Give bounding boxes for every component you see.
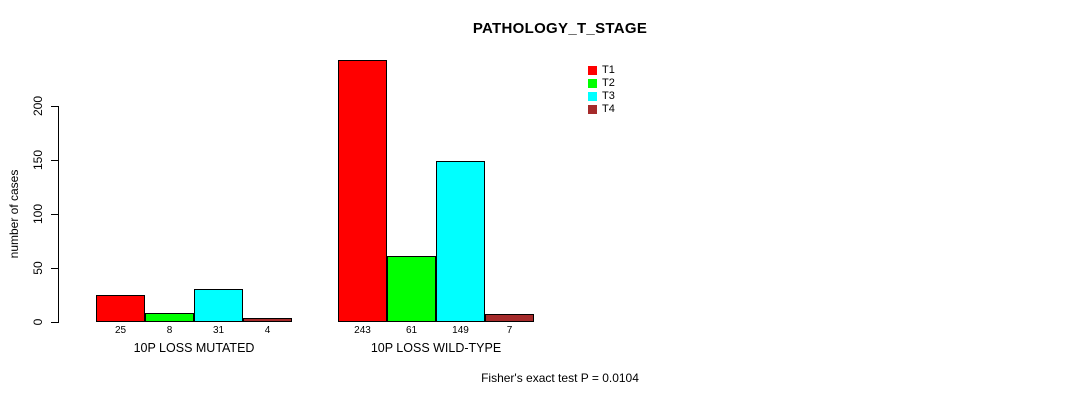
bar-value-label: 7 <box>506 325 513 336</box>
y-axis-tick <box>51 322 58 323</box>
legend-item: T1 <box>588 64 615 77</box>
bar <box>145 313 194 322</box>
bar-value-label: 149 <box>452 325 469 336</box>
legend-item: T4 <box>588 103 615 116</box>
bar-value-label: 243 <box>354 325 371 336</box>
bar <box>436 161 485 322</box>
bar <box>387 256 436 322</box>
y-axis-line <box>58 106 59 323</box>
y-axis-tick <box>51 106 58 107</box>
y-tick-label: 150 <box>31 149 45 171</box>
stat-annotation: Fisher's exact test P = 0.0104 <box>481 371 639 385</box>
y-axis-tick <box>51 268 58 269</box>
legend-label: T1 <box>602 64 615 76</box>
legend: T1 T2 T3 T4 <box>588 64 615 116</box>
legend-swatch <box>588 105 597 114</box>
legend-swatch <box>588 92 597 101</box>
y-axis-tick <box>51 160 58 161</box>
bar-value-label: 25 <box>114 325 127 336</box>
bar <box>338 59 387 322</box>
bar <box>194 288 243 322</box>
y-tick-label: 0 <box>31 318 45 326</box>
y-axis-label: number of cases <box>7 169 21 259</box>
bar <box>485 314 534 322</box>
chart-title: PATHOLOGY_T_STAGE <box>472 20 648 37</box>
y-tick-label: 100 <box>31 203 45 225</box>
bar-value-label: 8 <box>166 325 173 336</box>
y-tick-label: 50 <box>31 261 45 275</box>
y-axis-tick <box>51 214 58 215</box>
bar-value-label: 4 <box>264 325 271 336</box>
bar-value-label: 61 <box>405 325 418 336</box>
bar <box>96 295 145 322</box>
legend-label: T3 <box>602 90 615 102</box>
legend-item: T3 <box>588 90 615 103</box>
group-label: 10P LOSS MUTATED <box>133 341 255 355</box>
legend-label: T4 <box>602 103 615 115</box>
y-tick-label: 200 <box>31 95 45 117</box>
bar <box>243 317 292 322</box>
legend-item: T2 <box>588 77 615 90</box>
bar-value-label: 31 <box>212 325 225 336</box>
legend-swatch <box>588 66 597 75</box>
group-label: 10P LOSS WILD-TYPE <box>370 341 502 355</box>
legend-label: T2 <box>602 77 615 89</box>
legend-swatch <box>588 79 597 88</box>
